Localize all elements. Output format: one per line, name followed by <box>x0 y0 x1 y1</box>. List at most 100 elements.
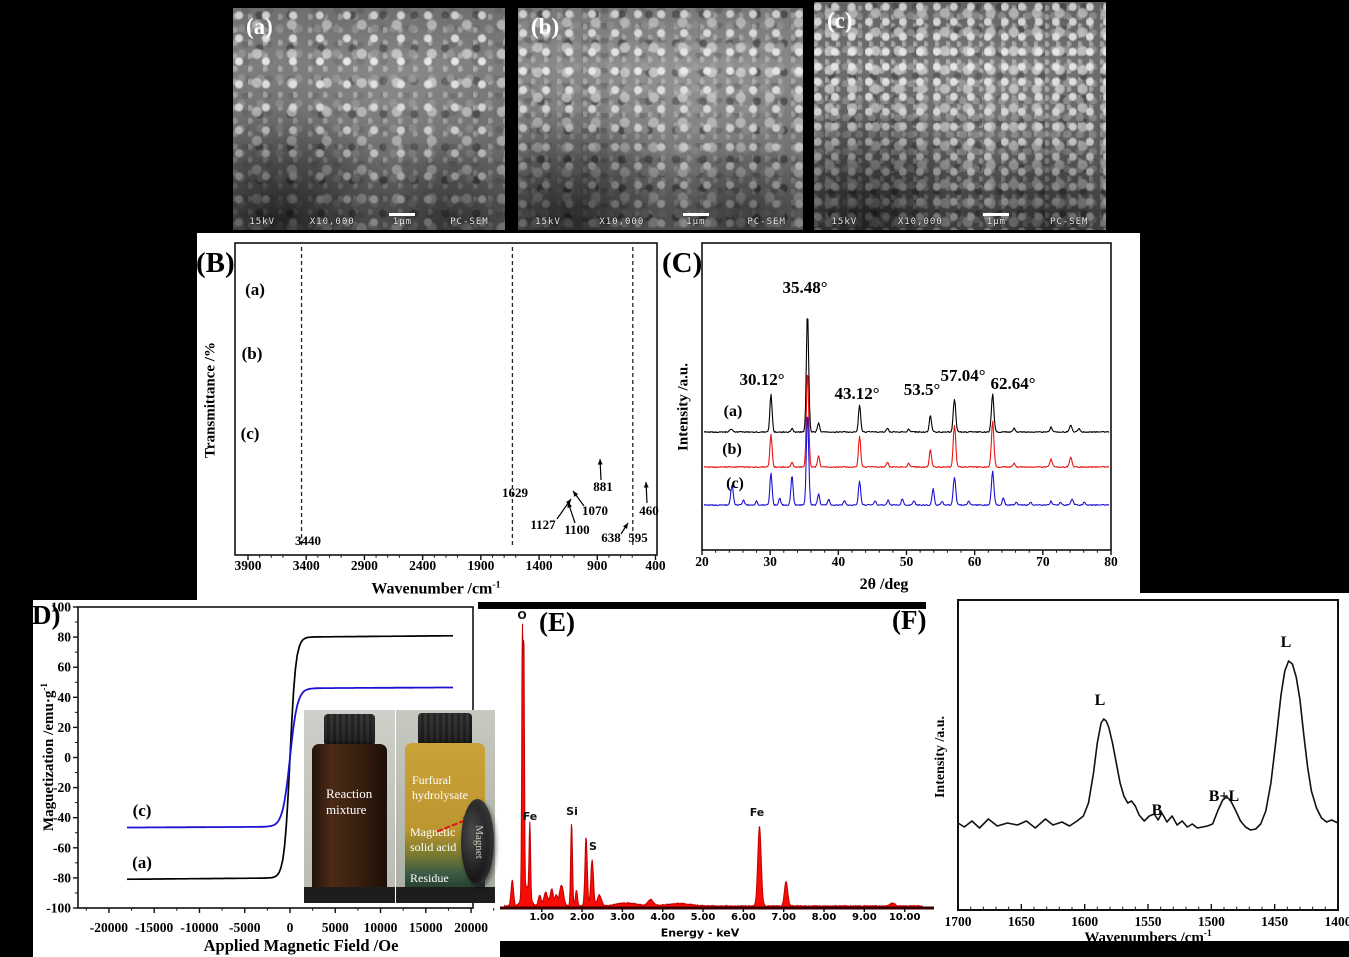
svg-text:1400: 1400 <box>526 558 553 573</box>
sem-magnification: X10,000 <box>599 217 645 227</box>
svg-text:80: 80 <box>58 630 72 645</box>
panel-letter-e: (E) <box>539 607 575 637</box>
sem-detector: PC-SEM <box>1049 217 1089 227</box>
svg-text:20: 20 <box>58 720 72 735</box>
svg-text:40: 40 <box>58 690 72 705</box>
magnet-label: Magnet <box>473 825 486 859</box>
bottle-cap <box>418 713 472 746</box>
svg-text:15000: 15000 <box>409 920 443 935</box>
bottle-dark <box>312 744 387 896</box>
photo-text: Residue <box>410 871 449 886</box>
sem-micrograph-b: (b) 15kV X10,000 1μm PC-SEM <box>518 8 803 230</box>
scalebar-label: 1μm <box>986 217 1006 227</box>
photo-reaction-mixture: Reaction mixture <box>304 710 395 903</box>
svg-text:10.00: 10.00 <box>889 912 921 923</box>
left-black-column <box>0 233 197 600</box>
svg-text:(b): (b) <box>242 344 263 363</box>
svg-text:1400: 1400 <box>1325 914 1349 929</box>
pyridine-ftir-chart: 1700 1650 1600 1550 1500 1450 1400 L B B+L L <box>945 599 1349 929</box>
photo-text-line: hydrolysate <box>412 788 468 802</box>
sem-kv: 15kV <box>535 217 561 227</box>
scalebar-line <box>389 213 416 216</box>
svg-text:1629: 1629 <box>502 485 529 500</box>
svg-text:5000: 5000 <box>322 920 349 935</box>
sem-scalebar: 1μm <box>682 213 709 227</box>
svg-text:Fe: Fe <box>750 806 765 819</box>
svg-text:-20: -20 <box>53 780 71 795</box>
svg-text:1900: 1900 <box>467 558 494 573</box>
svg-text:57.04°: 57.04° <box>940 366 985 385</box>
svg-text:1600: 1600 <box>1071 914 1098 929</box>
svg-text:1450: 1450 <box>1261 914 1288 929</box>
sem-micrograph-c: (c) 15kV X10,000 1μm PC-SEM <box>814 2 1106 230</box>
svg-text:1070: 1070 <box>582 503 608 518</box>
sem-scalebar: 1μm <box>389 213 416 227</box>
svg-text:5.00: 5.00 <box>691 912 716 923</box>
svg-text:30: 30 <box>763 554 777 569</box>
ftir-chart: 3900 3400 2900 2400 1900 1400 900 400 (a) (b) (c) 3… <box>234 242 666 573</box>
svg-text:1.00: 1.00 <box>529 912 554 923</box>
svg-text:-80: -80 <box>53 870 71 885</box>
xrd-x-axis-title: 2θ /deg <box>859 576 909 593</box>
svg-text:1127: 1127 <box>530 517 556 532</box>
svg-text:100: 100 <box>51 600 72 615</box>
svg-text:1550: 1550 <box>1135 914 1162 929</box>
svg-text:53.5°: 53.5° <box>904 380 941 399</box>
sem-detector: PC-SEM <box>450 217 489 227</box>
photo-floor <box>304 887 395 903</box>
svg-text:10000: 10000 <box>364 920 398 935</box>
svg-text:-100: -100 <box>46 901 71 916</box>
pyridine-y-axis-title: Intensity /a.u. <box>933 715 948 799</box>
bottle-cap <box>324 714 375 746</box>
photo-text-line: mixture <box>326 802 367 818</box>
sem-panel-letter: (c) <box>827 8 853 33</box>
svg-text:638: 638 <box>601 530 621 545</box>
svg-text:1100: 1100 <box>564 522 589 537</box>
svg-text:Si: Si <box>566 805 578 818</box>
sem-caption: 15kV X10,000 1μm PC-SEM <box>832 213 1089 227</box>
svg-text:60: 60 <box>58 660 72 675</box>
sem-kv: 15kV <box>249 217 275 227</box>
svg-text:(a): (a) <box>132 853 152 872</box>
sem-panel-letter: (a) <box>246 14 273 39</box>
svg-text:L: L <box>1095 692 1106 709</box>
edx-x-axis-title: Energy - keV <box>660 926 740 940</box>
sem-magnification: X10,000 <box>897 217 943 227</box>
svg-text:60: 60 <box>968 554 982 569</box>
scalebar-line <box>983 213 1010 216</box>
svg-text:881: 881 <box>593 479 613 494</box>
magnetization-y-axis-title: Maguetization /emu·g-1 <box>40 682 57 832</box>
svg-text:595: 595 <box>628 530 648 545</box>
photo-text-line: Furfural <box>412 773 452 787</box>
svg-text:40: 40 <box>832 554 846 569</box>
panel-letter-f: (F) <box>892 605 927 635</box>
photo-text: Furfural hydrolysate <box>412 773 468 803</box>
sem-scalebar: 1μm <box>983 213 1010 227</box>
svg-text:-60: -60 <box>53 840 71 855</box>
scalebar-label: 1μm <box>392 217 413 227</box>
panel-letter-c: (C) <box>662 247 703 279</box>
svg-text:35.48°: 35.48° <box>782 278 827 297</box>
svg-text:400: 400 <box>645 558 666 573</box>
scalebar-label: 1μm <box>686 217 706 227</box>
svg-text:(c): (c) <box>133 801 152 820</box>
svg-text:7.00: 7.00 <box>771 912 796 923</box>
sem-panel-letter: (b) <box>531 14 560 39</box>
svg-text:62.64°: 62.64° <box>990 374 1035 393</box>
sem-caption: 15kV X10,000 1μm PC-SEM <box>535 213 786 227</box>
svg-text:80: 80 <box>1104 554 1118 569</box>
svg-text:2400: 2400 <box>409 558 436 573</box>
svg-text:43.12°: 43.12° <box>834 384 879 403</box>
svg-text:-5000: -5000 <box>229 920 261 935</box>
svg-text:2.00: 2.00 <box>570 912 595 923</box>
svg-text:4.00: 4.00 <box>650 912 675 923</box>
divider-bar <box>478 602 926 609</box>
svg-text:20: 20 <box>695 554 709 569</box>
right-black-block <box>1140 0 1349 593</box>
svg-text:Fe: Fe <box>523 810 538 823</box>
svg-text:B+L: B+L <box>1209 788 1239 805</box>
svg-text:50: 50 <box>900 554 914 569</box>
photo-text-line: Residue <box>410 871 449 885</box>
svg-text:900: 900 <box>587 558 608 573</box>
svg-text:6.00: 6.00 <box>731 912 756 923</box>
